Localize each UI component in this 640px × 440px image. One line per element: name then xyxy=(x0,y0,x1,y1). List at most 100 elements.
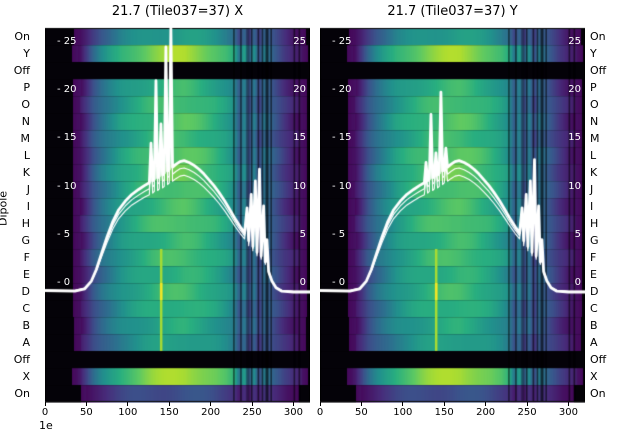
dipole-tick-label: B xyxy=(590,319,598,332)
dipole-tick-label: Off xyxy=(13,64,30,77)
x-tick-mark xyxy=(210,402,212,406)
x-tick-mark xyxy=(168,402,170,406)
corner-annotation: 1e xyxy=(39,419,53,432)
x-tick-mark xyxy=(485,402,487,406)
x-tick-label: 200 xyxy=(476,407,496,418)
x-tick-mark xyxy=(402,402,404,406)
x-tick-mark xyxy=(44,402,46,406)
dipole-tick-label: On xyxy=(590,387,606,400)
dipole-tick-label: A xyxy=(590,336,598,349)
dipole-tick-label: On xyxy=(14,387,30,400)
dipole-tick-label: G xyxy=(21,234,30,247)
dipole-tick-label: P xyxy=(590,81,597,94)
dipole-tick-label: L xyxy=(590,149,597,162)
inner-tick-label: - 15 xyxy=(57,132,77,144)
dipole-tick-label: D xyxy=(21,285,30,298)
x-tick-label: 50 xyxy=(355,407,368,418)
dipole-tick-label: N xyxy=(21,115,30,128)
inner-tick-label: - 10 xyxy=(332,180,352,192)
inner-tick-label: 5 xyxy=(299,228,306,240)
x-tick-label: 150 xyxy=(159,407,179,418)
inner-tick-label: 10 xyxy=(568,180,581,192)
dipole-tick-label: E xyxy=(23,268,30,281)
x-tick-mark xyxy=(127,402,129,406)
x-tick-mark xyxy=(526,402,528,406)
dipole-tick-label: Y xyxy=(23,47,30,60)
dipole-tick-label: Y xyxy=(590,47,597,60)
dipole-tick-label: K xyxy=(590,166,598,179)
inner-tick-label: - 25 xyxy=(57,36,77,47)
dipole-tick-label: X xyxy=(590,370,598,383)
dipole-tick-label: B xyxy=(22,319,30,332)
inner-tick-label: 0 xyxy=(299,277,306,288)
dipole-tick-label: A xyxy=(22,336,30,349)
x-tick-label: 300 xyxy=(283,407,303,418)
x-tick-label: 250 xyxy=(242,407,262,418)
dipole-tick-label: X xyxy=(22,370,30,383)
dipole-tick-label: L xyxy=(23,149,30,162)
dipole-tick-label: O xyxy=(590,98,599,111)
dipole-tick-label: H xyxy=(21,217,30,230)
x-tick-mark xyxy=(360,402,362,406)
inner-tick-label: - 20 xyxy=(57,84,77,96)
dipole-tick-label: On xyxy=(14,30,30,43)
x-tick-label: 0 xyxy=(316,407,324,418)
inner-tick-label: - 10 xyxy=(57,180,77,192)
x-tick-label: 300 xyxy=(558,407,578,418)
inner-tick-label: 15 xyxy=(568,132,581,144)
inner-tick-label: - 0 xyxy=(57,277,71,288)
x-tick-mark xyxy=(251,402,253,406)
dipole-tick-label: I xyxy=(26,200,30,213)
x-tick-mark xyxy=(292,402,294,406)
inner-tick-label: 0 xyxy=(574,277,581,288)
dipole-tick-label: C xyxy=(590,302,598,315)
x-tick-label: 100 xyxy=(118,407,138,418)
x-tick-mark xyxy=(85,402,87,406)
dipole-tick-label: J xyxy=(590,183,594,196)
inner-tick-label: 10 xyxy=(293,180,306,192)
dipole-tick-label: F xyxy=(590,251,597,264)
dipole-tick-label: On xyxy=(590,30,606,43)
x-tick-label: 250 xyxy=(517,407,537,418)
dipole-tick-label: M xyxy=(20,132,31,145)
inner-tick-label: - 25 xyxy=(332,36,352,47)
inner-tick-label: 25 xyxy=(568,36,581,47)
dipole-tick-label: O xyxy=(21,98,30,111)
inner-tick-label: - 15 xyxy=(332,132,352,144)
dipole-tick-label: H xyxy=(590,217,599,230)
inner-tick-label: 20 xyxy=(293,84,306,96)
dipole-tick-label: M xyxy=(590,132,600,145)
inner-tick-label: - 20 xyxy=(332,84,352,96)
heatmap-canvas-y xyxy=(320,0,585,403)
dipole-tick-label: F xyxy=(23,251,30,264)
dipole-tick-label: K xyxy=(22,166,30,179)
inner-tick-label: 20 xyxy=(568,84,581,96)
inner-tick-label: - 0 xyxy=(332,277,346,288)
dipole-tick-label: Off xyxy=(590,353,607,366)
x-tick-label: 200 xyxy=(201,407,221,418)
inner-tick-label: 5 xyxy=(574,228,581,240)
x-tick-mark xyxy=(443,402,445,406)
dipole-tick-label: C xyxy=(22,302,30,315)
dipole-tick-label: N xyxy=(590,115,599,128)
x-tick-mark xyxy=(567,402,569,406)
dipole-tick-label: E xyxy=(590,268,597,281)
dipole-tick-label: Off xyxy=(590,64,607,77)
x-tick-label: 150 xyxy=(434,407,454,418)
dipole-tick-label: G xyxy=(590,234,599,247)
inner-tick-label: 15 xyxy=(293,132,306,144)
x-tick-label: 100 xyxy=(393,407,413,418)
dipole-tick-label: P xyxy=(23,81,30,94)
dipole-tick-label: Off xyxy=(13,353,30,366)
dipole-tick-label: J xyxy=(26,183,30,196)
inner-tick-label: - 5 xyxy=(57,228,71,240)
inner-tick-label: - 5 xyxy=(332,228,346,240)
heatmap-canvas-x xyxy=(45,0,310,403)
x-tick-mark xyxy=(319,402,321,406)
dipole-tick-label: D xyxy=(590,285,599,298)
x-tick-label: 0 xyxy=(41,407,49,418)
x-tick-label: 50 xyxy=(80,407,93,418)
dipole-tick-label: I xyxy=(590,200,594,213)
inner-tick-label: 25 xyxy=(293,36,306,47)
